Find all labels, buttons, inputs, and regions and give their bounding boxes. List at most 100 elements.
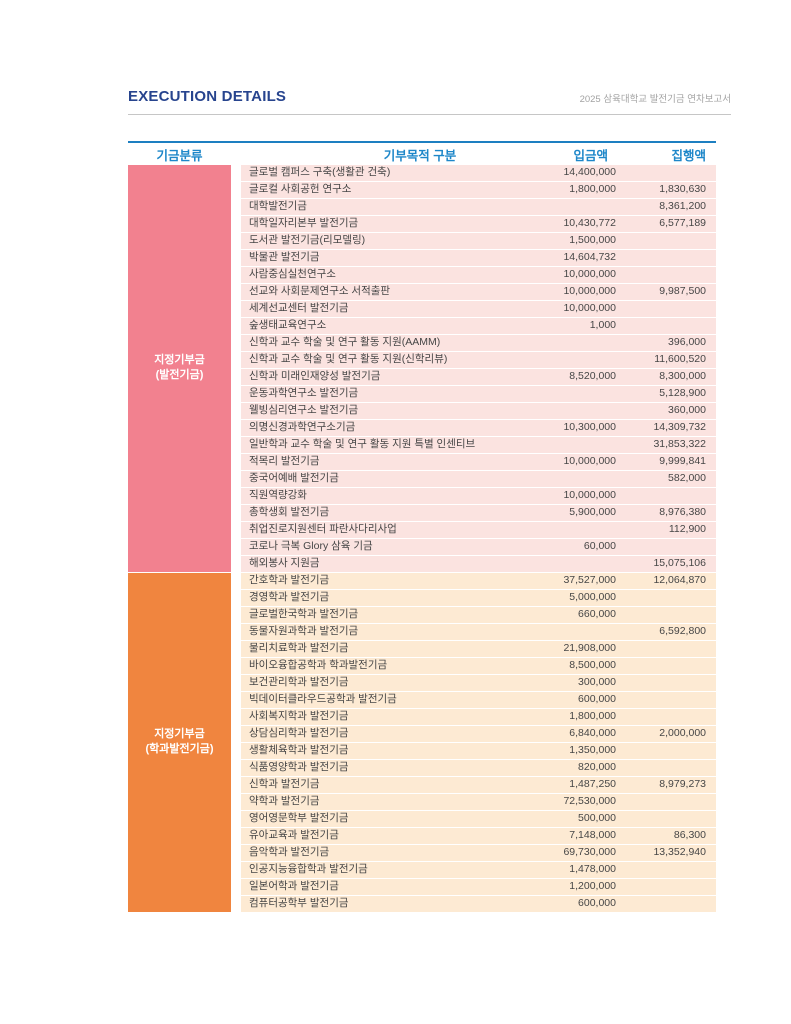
execution-amount-cell: 360,000 (668, 404, 706, 416)
document-header: EXECUTION DETAILS 2025 삼육대학교 발전기금 연차보고서 (128, 88, 731, 115)
deposit-amount-cell: 60,000 (583, 540, 616, 552)
table-row: 선교와 사회문제연구소 서적출판 10,000,000 9,987,500 (241, 284, 716, 300)
execution-amount-cell: 1,830,630 (659, 183, 706, 195)
fund-name-cell: 대학발전기금 (249, 200, 307, 212)
section-category-label: 지정기부금 (학과발전기금) (128, 573, 231, 912)
fund-name-cell: 중국어예배 발전기금 (249, 472, 339, 484)
table-row: 도서관 발전기금(리모델링) 1,500,000 (241, 233, 716, 249)
deposit-amount-cell: 1,487,250 (569, 778, 616, 790)
deposit-amount-cell: 37,527,000 (563, 574, 616, 586)
fund-name-cell: 경영학과 발전기금 (249, 591, 330, 603)
header-fund-category: 기금분류 (156, 148, 203, 163)
deposit-amount-cell: 600,000 (578, 693, 616, 705)
execution-amount-cell (616, 607, 716, 623)
table-row: 컴퓨터공학부 발전기금 600,000 (241, 896, 716, 912)
deposit-amount-cell (486, 624, 616, 640)
execution-amount-cell (616, 709, 716, 725)
execution-amount-cell (616, 675, 716, 691)
deposit-amount-cell (486, 471, 616, 487)
table-row: 물리치료학과 발전기금 21,908,000 (241, 641, 716, 657)
deposit-amount-cell: 10,430,772 (563, 217, 616, 229)
execution-amount-cell (616, 879, 716, 895)
table-row: 세계선교센터 발전기금 10,000,000 (241, 301, 716, 317)
deposit-amount-cell: 10,000,000 (563, 285, 616, 297)
fund-name-cell: 간호학과 발전기금 (249, 574, 330, 586)
deposit-amount-cell: 1,350,000 (569, 744, 616, 756)
deposit-amount-cell: 1,000 (589, 319, 616, 331)
table-row: 일반학과 교수 학술 및 연구 활동 지원 특별 인센티브 31,853,322 (241, 437, 716, 453)
fund-name-cell: 사회복지학과 발전기금 (249, 710, 349, 722)
table-row: 신학과 발전기금 1,487,250 8,979,273 (241, 777, 716, 793)
deposit-amount-cell: 1,800,000 (569, 710, 616, 722)
deposit-amount-cell: 10,000,000 (563, 489, 616, 501)
deposit-amount-cell: 7,148,000 (569, 829, 616, 841)
report-label: 2025 삼육대학교 발전기금 연차보고서 (579, 94, 731, 105)
fund-name-cell: 약학과 발전기금 (249, 795, 320, 807)
execution-amount-cell: 2,000,000 (659, 727, 706, 739)
deposit-amount-cell: 6,840,000 (569, 727, 616, 739)
execution-amount-cell: 8,361,200 (659, 200, 706, 212)
deposit-amount-cell: 5,900,000 (569, 506, 616, 518)
fund-name-cell: 총학생회 발전기금 (249, 506, 330, 518)
table-row: 박물관 발전기금 14,604,732 (241, 250, 716, 266)
table-row: 중국어예배 발전기금 582,000 (241, 471, 716, 487)
fund-name-cell: 신학과 미래인재양성 발전기금 (249, 370, 381, 382)
fund-name-cell: 의명신경과학연구소기금 (249, 421, 356, 433)
fund-name-cell: 사람중심실천연구소 (249, 268, 336, 280)
deposit-amount-cell: 69,730,000 (563, 846, 616, 858)
deposit-amount-cell: 8,500,000 (569, 659, 616, 671)
execution-amount-cell: 11,600,520 (654, 353, 706, 365)
fund-section-1: 지정기부금 (발전기금) 글로벌 캠퍼스 구축(생활관 건축) 14,400,000 글… (128, 165, 716, 572)
table-body: 지정기부금 (발전기금) 글로벌 캠퍼스 구축(생활관 건축) 14,400,000 글… (128, 165, 716, 912)
execution-amount-cell: 13,352,940 (653, 846, 706, 858)
execution-amount-cell (616, 165, 716, 181)
table-row: 숲생태교육연구소 1,000 (241, 318, 716, 334)
table-row: 대학발전기금 8,361,200 (241, 199, 716, 215)
execution-amount-cell: 8,300,000 (659, 370, 706, 382)
deposit-amount-cell: 14,604,732 (563, 251, 616, 263)
execution-amount-cell (616, 760, 716, 776)
execution-amount-cell: 396,000 (668, 336, 706, 348)
fund-name-cell: 글로벌 캠퍼스 구축(생활관 건축) (249, 166, 391, 178)
fund-name-cell: 글로벌한국학과 발전기금 (249, 608, 359, 620)
execution-amount-cell: 12,064,870 (653, 574, 706, 586)
execution-amount-cell: 112,900 (668, 523, 706, 535)
table-row: 간호학과 발전기금 37,527,000 12,064,870 (241, 573, 716, 589)
execution-amount-cell (616, 692, 716, 708)
fund-name-cell: 도서관 발전기금(리모델링) (249, 234, 366, 246)
deposit-amount-cell: 1,478,000 (569, 863, 616, 875)
fund-name-cell: 생활체육학과 발전기금 (249, 744, 349, 756)
category-subname: (학과발전기금) (145, 743, 214, 756)
fund-name-cell: 웰빙심리연구소 발전기금 (249, 404, 359, 416)
table-row: 유아교육과 발전기금 7,148,000 86,300 (241, 828, 716, 844)
table-row: 음악학과 발전기금 69,730,000 13,352,940 (241, 845, 716, 861)
execution-amount-cell: 5,128,900 (659, 387, 706, 399)
fund-name-cell: 일반학과 교수 학술 및 연구 활동 지원 특별 인센티브 (249, 438, 476, 450)
deposit-amount-cell: 600,000 (578, 897, 616, 909)
fund-name-cell: 신학과 교수 학술 및 연구 활동 지원(신학리뷰) (249, 353, 448, 365)
deposit-amount-cell: 500,000 (578, 812, 616, 824)
fund-name-cell: 유아교육과 발전기금 (249, 829, 339, 841)
fund-name-cell: 세계선교센터 발전기금 (249, 302, 349, 314)
table-row: 상담심리학과 발전기금 6,840,000 2,000,000 (241, 726, 716, 742)
fund-name-cell: 식품영양학과 발전기금 (249, 761, 349, 773)
table-row: 사회복지학과 발전기금 1,800,000 (241, 709, 716, 725)
deposit-amount-cell: 5,000,000 (569, 591, 616, 603)
fund-name-cell: 인공지능융합학과 발전기금 (249, 863, 368, 875)
fund-section-2: 지정기부금 (학과발전기금) 간호학과 발전기금 37,527,000 12,064,8… (128, 573, 716, 912)
deposit-amount-cell: 72,530,000 (563, 795, 616, 807)
table-row: 직원역량강화 10,000,000 (241, 488, 716, 504)
fund-name-cell: 해외봉사 지원금 (249, 557, 320, 569)
deposit-amount-cell (486, 199, 616, 215)
deposit-amount-cell (486, 386, 616, 402)
deposit-amount-cell: 300,000 (578, 676, 616, 688)
table-row: 바이오융합공학과 학과발전기금 8,500,000 (241, 658, 716, 674)
table-row: 운동과학연구소 발전기금 5,128,900 (241, 386, 716, 402)
execution-amount-cell (616, 267, 716, 283)
section-rows: 간호학과 발전기금 37,527,000 12,064,870 경영학과 발전기금 5,… (241, 573, 716, 912)
table-header-row: 기금분류 기부목적 구분 입금액 집행액 (128, 141, 716, 165)
table-row: 보건관리학과 발전기금 300,000 (241, 675, 716, 691)
fund-name-cell: 동물자원과학과 발전기금 (249, 625, 359, 637)
table-row: 대학일자리본부 발전기금 10,430,772 6,577,189 (241, 216, 716, 232)
